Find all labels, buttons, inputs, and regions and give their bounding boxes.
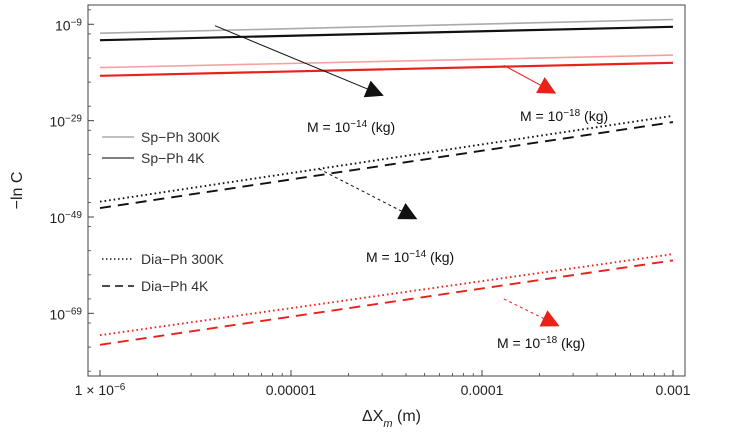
legend-label: Dia−Ph 300K: [141, 251, 225, 267]
exponent: −49: [65, 210, 82, 221]
exponent: −14: [350, 119, 367, 130]
annotation-label: M = 10−14 (kg): [366, 249, 454, 266]
exponent: −69: [65, 306, 82, 317]
exponent: −18: [540, 335, 557, 346]
exponent: −29: [65, 113, 82, 124]
legend-label: Sp−Ph 4K: [141, 150, 205, 166]
legend-label: Sp−Ph 300K: [141, 129, 221, 145]
x-tick-label: 0.0001: [461, 382, 504, 398]
x-tick-label: 1 × 10−6: [75, 382, 126, 399]
annotation-arrow: [214, 25, 384, 98]
exponent: −18: [563, 108, 580, 119]
unit: (kg): [426, 249, 454, 265]
unit: (kg): [367, 119, 395, 135]
legend-label: Dia−Ph 4K: [141, 278, 209, 294]
series-line-3: [99, 61, 674, 77]
series-line-2: [99, 54, 674, 69]
annotation-arrow: [503, 64, 557, 94]
x-axis-subscript: m: [383, 418, 392, 430]
x-axis-unit: (m): [393, 408, 421, 425]
unit: (kg): [580, 108, 608, 124]
annotation-label: M = 10−18 (kg): [520, 108, 608, 125]
series-line-5: [99, 121, 674, 210]
y-tick-label: 10−69: [49, 306, 82, 323]
annotation-arrow: [503, 298, 560, 327]
annotation-arrow: [318, 168, 418, 220]
exponent: −9: [71, 17, 83, 28]
y-tick-label: 10−9: [55, 17, 82, 34]
y-tick-label: 10−49: [49, 210, 82, 227]
series-line-0: [99, 18, 674, 34]
y-axis-title: −ln C: [9, 172, 26, 210]
exponent: −14: [409, 249, 426, 260]
exponent: −6: [114, 382, 126, 393]
annotation-label: M = 10−18 (kg): [497, 335, 585, 352]
x-tick-label: 0.001: [655, 382, 690, 398]
series-line-1: [99, 25, 674, 42]
x-axis-title: ΔXm (m): [362, 408, 421, 430]
annotation-label: M = 10−14 (kg): [307, 119, 395, 136]
series-line-7: [99, 259, 674, 346]
y-tick-label: 10−29: [49, 113, 82, 129]
x-tick-label: 0.00001: [266, 382, 317, 398]
unit: (kg): [557, 335, 585, 351]
plot-frame: [87, 4, 686, 377]
